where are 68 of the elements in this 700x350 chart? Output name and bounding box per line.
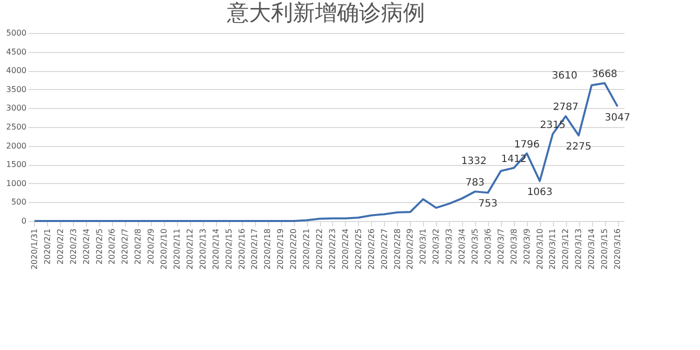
y-tick-label: 3500	[6, 84, 26, 94]
x-tick-label: 2020/2/23	[328, 228, 337, 270]
x-tick-label: 2020/2/15	[224, 228, 234, 270]
x-tick-label: 2020/3/1	[418, 228, 428, 264]
x-tick-label: 2020/2/5	[94, 228, 104, 264]
x-tick-label: 2020/2/3	[68, 228, 78, 264]
x-tick-label: 2020/3/5	[470, 228, 480, 264]
data-label: 1796	[514, 139, 540, 150]
data-label: 3047	[604, 112, 630, 124]
x-tick-label: 2020/2/11	[172, 228, 182, 270]
x-tick-label: 2020/2/6	[108, 228, 117, 264]
x-tick-label: 2020/3/9	[522, 228, 532, 264]
x-tick-label: 2020/2/12	[185, 228, 194, 270]
y-tick-label: 500	[11, 198, 26, 207]
x-tick-label: 2020/2/2	[56, 228, 65, 264]
data-label: 2275	[566, 141, 592, 152]
data-label: 2787	[552, 102, 578, 114]
y-tick-label: 1000	[6, 178, 26, 188]
y-tick-label: 1500	[6, 160, 26, 170]
x-tick-label: 2020/2/27	[380, 228, 389, 270]
data-label: 783	[465, 178, 485, 189]
y-tick-label: 5000	[6, 28, 26, 38]
x-tick-label: 2020/2/24	[340, 228, 350, 270]
x-tick-label: 2020/2/9	[146, 228, 156, 264]
x-tick-label: 2020/3/14	[587, 228, 596, 270]
x-tick-label: 2020/2/22	[315, 228, 324, 270]
data-label: 1063	[527, 187, 553, 198]
x-tick-label: 2020/2/10	[160, 228, 169, 270]
x-tick-label: 2020/2/13	[198, 228, 208, 270]
x-tick-label: 2020/3/4	[458, 228, 467, 264]
x-tick-label: 2020/3/16	[613, 228, 622, 270]
chart-title: 意大利新增确诊病例	[226, 1, 425, 26]
x-tick-label: 2020/2/14	[211, 228, 220, 270]
x-tick-label: 2020/3/2	[432, 228, 441, 264]
data-label: 3668	[592, 69, 618, 80]
y-tick-label: 4000	[6, 66, 26, 76]
x-tick-label: 2020/2/17	[250, 228, 260, 270]
x-tick-label: 2020/2/28	[392, 228, 402, 270]
x-tick-label: 2020/1/31	[30, 228, 39, 270]
data-label: 753	[478, 198, 498, 210]
x-tick-label: 2020/3/12	[561, 228, 570, 270]
x-tick-label: 2020/3/15	[600, 228, 610, 270]
y-tick-label: 3000	[6, 104, 26, 113]
x-tick-label: 2020/3/8	[509, 228, 518, 264]
x-tick-label: 2020/3/11	[548, 228, 558, 270]
x-tick-label: 2020/2/29	[406, 228, 415, 270]
y-tick-label: 4500	[6, 47, 26, 56]
x-tick-label: 2020/3/6	[483, 228, 492, 264]
y-tick-label: 0	[21, 216, 26, 226]
x-tick-label: 2020/2/20	[289, 228, 298, 270]
y-tick-label: 2000	[6, 141, 26, 150]
x-tick-label: 2020/2/4	[82, 228, 91, 264]
x-tick-label: 2020/2/8	[134, 228, 143, 264]
x-tick-label: 2020/2/16	[237, 228, 246, 270]
x-tick-label: 2020/3/7	[496, 228, 506, 264]
x-tick-label: 2020/2/26	[366, 228, 376, 270]
data-label: 1332	[461, 156, 487, 167]
y-tick-label: 2500	[6, 122, 26, 132]
data-label: 3610	[552, 70, 578, 82]
x-tick-label: 2020/2/21	[302, 228, 312, 270]
x-tick-label: 2020/2/7	[120, 228, 130, 264]
x-tick-label: 2020/2/25	[354, 228, 363, 270]
x-tick-label: 2020/3/13	[574, 228, 584, 270]
x-tick-label: 2020/3/3	[444, 228, 454, 264]
x-tick-label: 2020/2/19	[276, 228, 286, 270]
x-tick-label: 2020/2/18	[263, 228, 272, 270]
x-tick-label: 2020/2/1	[42, 228, 52, 264]
x-tick-label: 2020/3/10	[535, 228, 544, 270]
